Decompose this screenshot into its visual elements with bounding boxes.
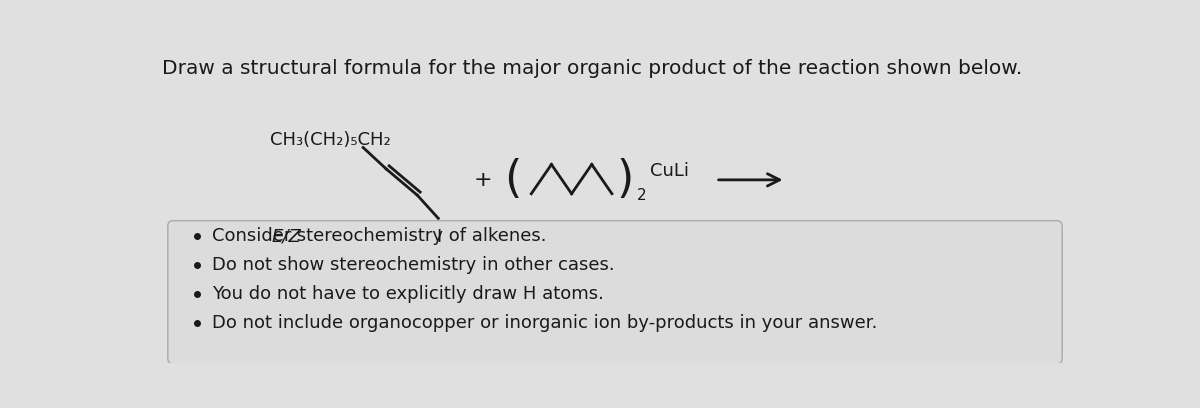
Text: Draw a structural formula for the major organic product of the reaction shown be: Draw a structural formula for the major … [162,59,1022,78]
Text: ): ) [617,158,634,202]
Text: You do not have to explicitly draw H atoms.: You do not have to explicitly draw H ato… [212,285,604,303]
Text: E/Z: E/Z [271,227,301,245]
Text: CuLi: CuLi [650,162,689,180]
Text: Do not show stereochemistry in other cases.: Do not show stereochemistry in other cas… [212,256,614,274]
Text: Do not include organocopper or inorganic ion by-products in your answer.: Do not include organocopper or inorganic… [212,314,877,332]
Text: I: I [437,228,442,246]
Text: Consider: Consider [212,227,298,245]
Text: CH₃(CH₂)₅CH₂: CH₃(CH₂)₅CH₂ [270,131,391,149]
Text: 2: 2 [637,188,647,203]
Text: (: ( [504,158,521,202]
FancyBboxPatch shape [168,221,1062,364]
Text: stereochemistry of alkenes.: stereochemistry of alkenes. [292,227,546,245]
Text: +: + [474,170,492,190]
